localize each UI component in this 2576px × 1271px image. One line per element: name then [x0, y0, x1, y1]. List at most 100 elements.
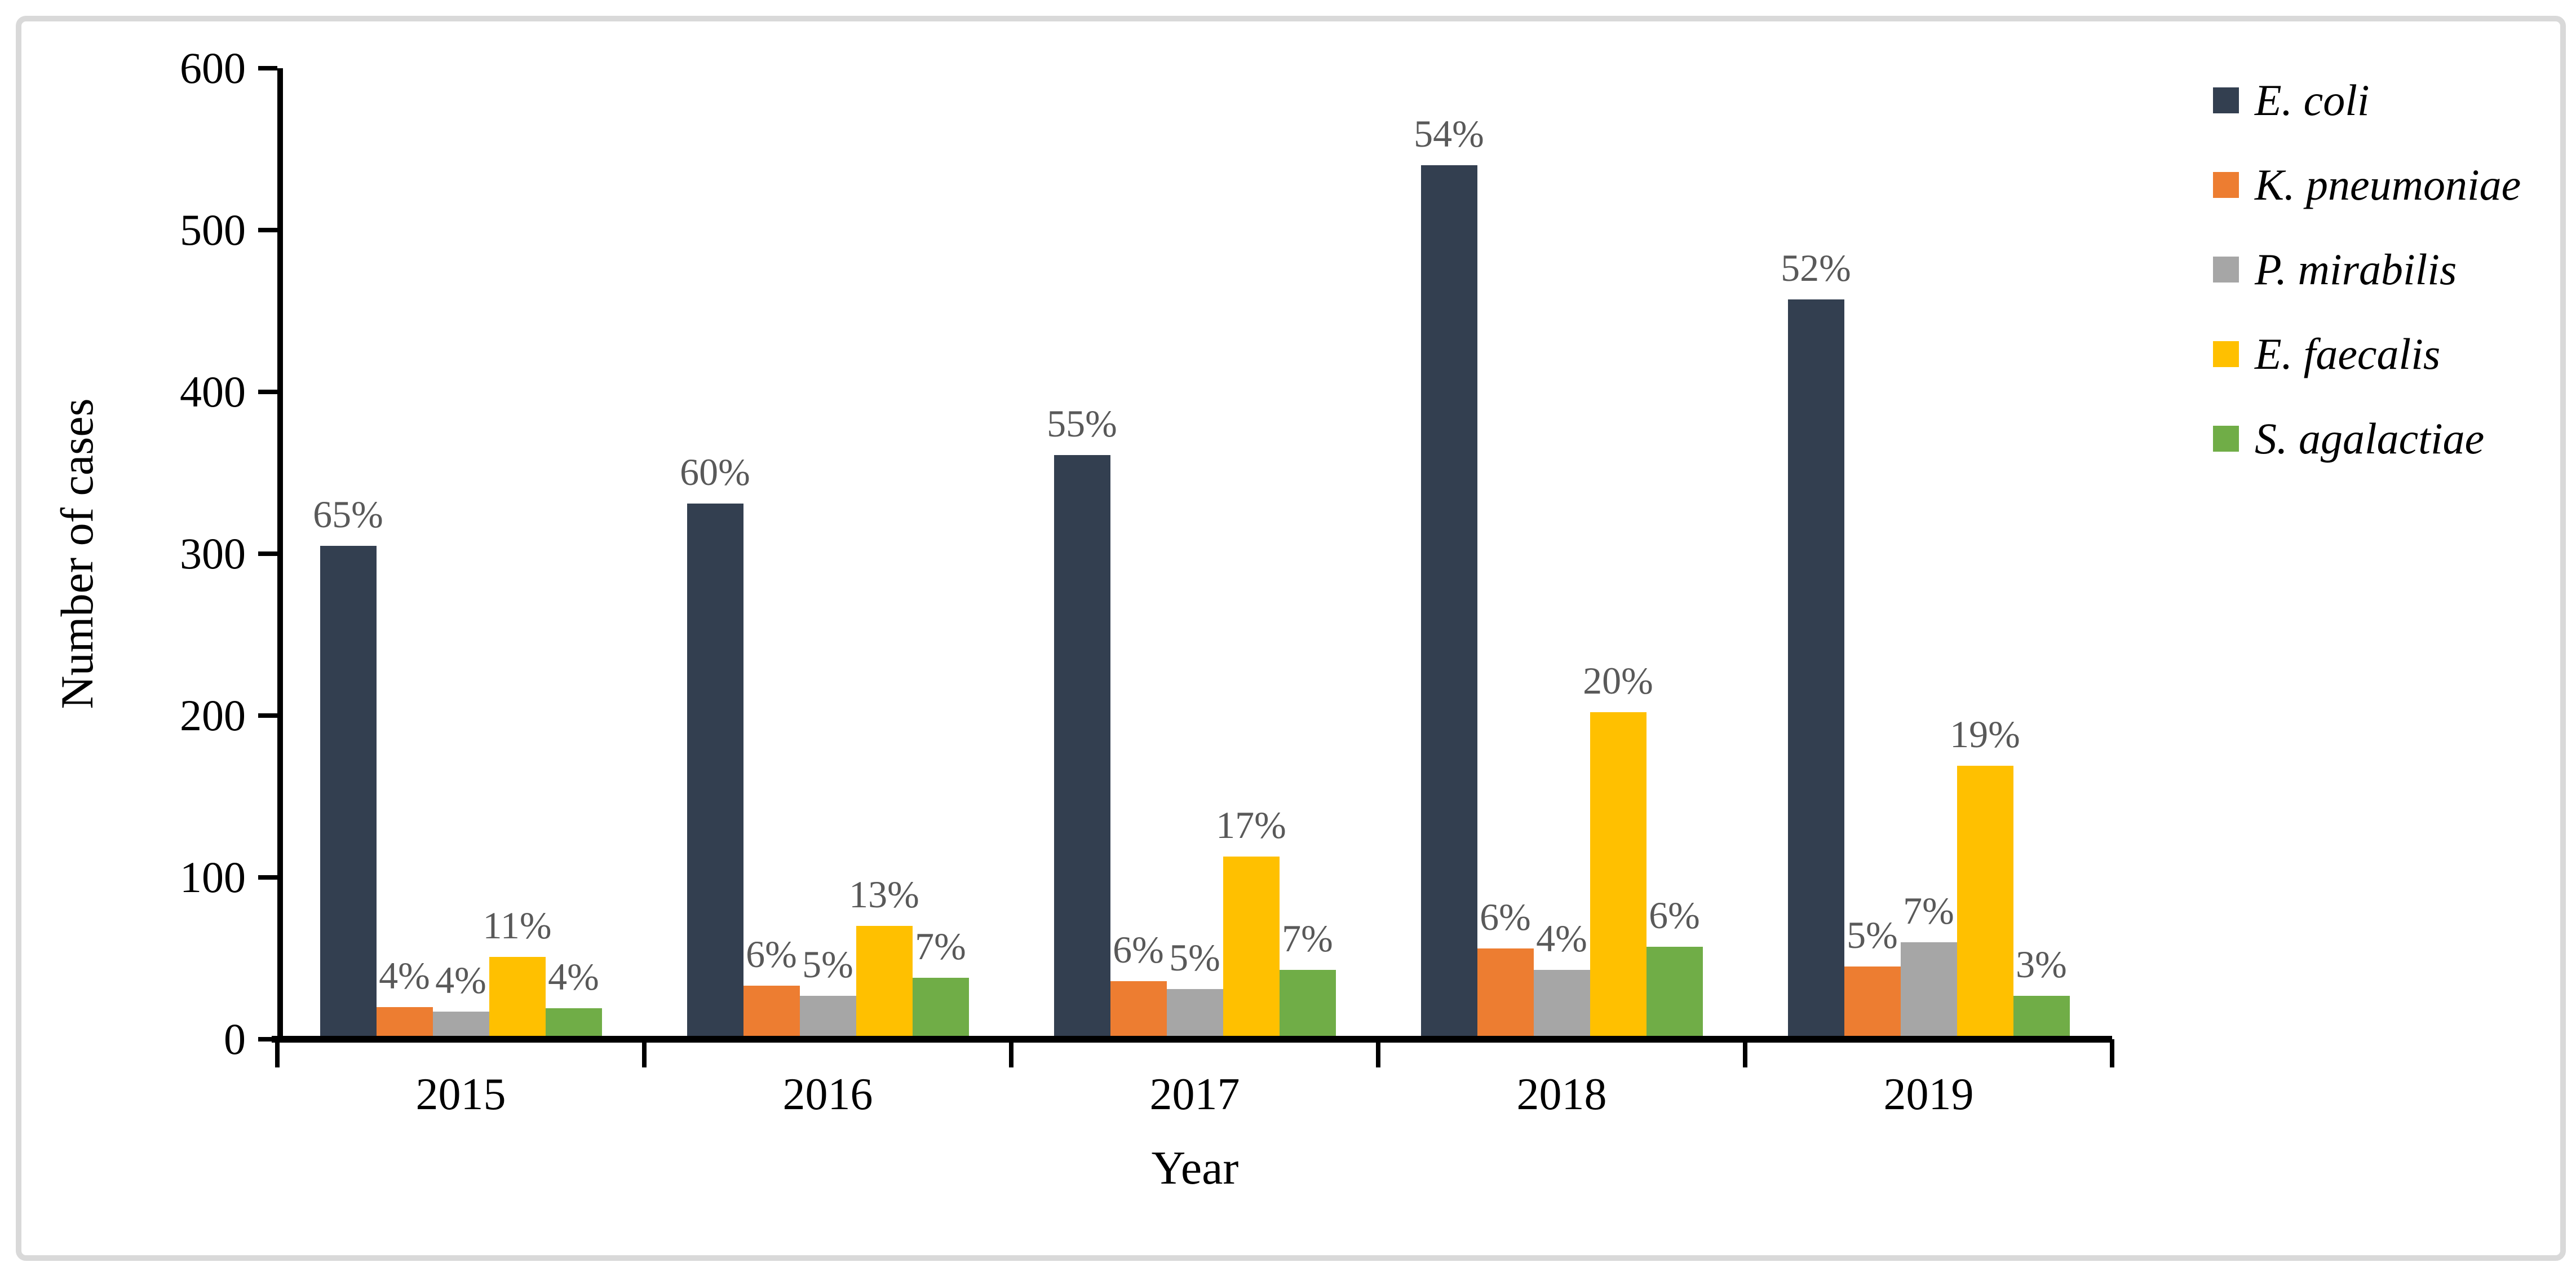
x-tick-mark [275, 1039, 280, 1067]
bar-k-pneumoniae-2017 [1110, 981, 1167, 1039]
y-tick-mark [258, 390, 277, 394]
legend-swatch-icon [2213, 426, 2239, 452]
legend-item-e-coli: E. coli [2213, 74, 2370, 126]
x-category-label-2019: 2019 [1883, 1070, 1974, 1119]
bar-e-faecalis-2017 [1223, 856, 1280, 1039]
x-tick-mark [1743, 1039, 1747, 1067]
x-axis-line [272, 1036, 2112, 1043]
bar-e-faecalis-2016 [856, 926, 913, 1039]
legend-item-label: E. coli [2255, 76, 2370, 125]
bar-data-label: 6% [746, 933, 797, 976]
bar-group-2015: 65% 4% 4% 11% 4% [277, 68, 644, 1039]
bar-e-faecalis-2015 [489, 956, 546, 1039]
bar-data-label: 6% [1649, 894, 1700, 937]
y-tick-label: 200 [180, 691, 246, 740]
plot-area: 0 100 200 300 400 500 600 65% 4% 4% 11% 4% 2015 60% 6%… [180, 46, 2114, 1117]
bar-p-mirabilis-2017 [1166, 989, 1223, 1039]
bar-p-mirabilis-2016 [799, 995, 856, 1039]
x-tick-mark [1009, 1039, 1013, 1067]
bar-data-label: 4% [1536, 916, 1587, 960]
bar-data-label: 52% [1781, 246, 1851, 290]
y-tick-mark [258, 66, 277, 70]
y-tick-label: 300 [180, 529, 246, 578]
x-tick-mark [2110, 1039, 2114, 1067]
bar-e-coli-2016 [687, 504, 743, 1039]
bar-data-label: 54% [1414, 112, 1484, 156]
x-tick-mark [642, 1039, 647, 1067]
legend-item-p-mirabilis: P. mirabilis [2213, 244, 2457, 295]
x-category-label-2015: 2015 [415, 1070, 506, 1119]
y-tick-label: 400 [180, 367, 246, 416]
legend-swatch-icon [2213, 257, 2239, 283]
bar-s-agalactiae-2019 [2013, 995, 2070, 1039]
bar-data-label: 4% [379, 954, 430, 997]
bar-data-label: 5% [1847, 913, 1898, 956]
bar-e-coli-2019 [1787, 299, 1844, 1039]
bar-group-2019: 52% 5% 7% 19% 3% [1745, 68, 2112, 1039]
legend-swatch-icon [2213, 87, 2239, 113]
legend-item-s-agalactiae: S. agalactiae [2213, 413, 2484, 465]
bar-s-agalactiae-2016 [912, 977, 969, 1039]
x-tick-mark [1376, 1039, 1380, 1067]
bar-group-2017: 55% 6% 5% 17% 7% [1011, 68, 1378, 1039]
y-tick-mark [258, 228, 277, 232]
y-tick-mark [258, 875, 277, 880]
legend-swatch-icon [2213, 341, 2239, 367]
bar-data-label: 7% [915, 924, 966, 968]
bar-data-label: 55% [1047, 401, 1117, 445]
bar-data-label: 4% [548, 955, 599, 999]
x-axis-title: Year [1151, 1142, 1239, 1194]
bar-data-label: 13% [849, 873, 919, 916]
bar-data-label: 4% [435, 959, 486, 1002]
bar-group-2016: 60% 6% 5% 13% 7% [644, 68, 1011, 1039]
bar-data-label: 6% [1480, 895, 1531, 939]
bar-e-coli-2017 [1054, 454, 1110, 1039]
bar-k-pneumoniae-2018 [1477, 948, 1534, 1039]
bar-p-mirabilis-2019 [1900, 942, 1957, 1039]
bar-data-label: 20% [1583, 659, 1653, 703]
bar-k-pneumoniae-2019 [1844, 966, 1901, 1039]
chart-border-frame [16, 16, 2566, 1261]
legend-item-label: K. pneumoniae [2255, 160, 2521, 209]
bar-data-label: 3% [2016, 942, 2067, 986]
x-category-label-2017: 2017 [1149, 1070, 1240, 1119]
y-tick-label: 100 [180, 853, 246, 902]
y-tick-label: 500 [180, 205, 246, 254]
bar-data-label: 11% [483, 903, 552, 947]
legend-item-label: E. faecalis [2255, 329, 2441, 378]
x-category-label-2016: 2016 [782, 1070, 873, 1119]
bar-k-pneumoniae-2016 [743, 986, 800, 1039]
bar-e-faecalis-2019 [1957, 765, 2013, 1039]
legend-item-label: S. agalactiae [2255, 414, 2485, 463]
bar-group-2018: 54% 6% 4% 20% 6% [1378, 68, 1745, 1039]
bar-data-label: 19% [1950, 712, 2020, 756]
bar-data-label: 60% [680, 451, 750, 494]
bar-s-agalactiae-2018 [1646, 947, 1703, 1039]
bar-e-coli-2018 [1420, 165, 1477, 1039]
bar-data-label: 6% [1113, 928, 1164, 971]
bar-data-label: 17% [1216, 803, 1286, 846]
y-tick-mark [258, 1037, 277, 1041]
bar-data-label: 65% [313, 492, 383, 536]
x-category-label-2018: 2018 [1516, 1070, 1607, 1119]
bar-data-label: 5% [802, 942, 853, 986]
bar-p-mirabilis-2015 [432, 1012, 489, 1039]
y-tick-label: 0 [224, 1014, 246, 1063]
bar-data-label: 7% [1903, 889, 1954, 932]
legend-swatch-icon [2213, 172, 2239, 198]
bar-s-agalactiae-2017 [1279, 969, 1336, 1039]
bar-s-agalactiae-2015 [545, 1008, 602, 1039]
y-tick-mark [258, 551, 277, 556]
bar-e-coli-2015 [320, 545, 377, 1039]
legend-item-e-faecalis: E. faecalis [2213, 328, 2440, 380]
bar-p-mirabilis-2018 [1533, 969, 1590, 1039]
y-tick-label: 600 [180, 43, 246, 92]
bar-k-pneumoniae-2015 [376, 1007, 433, 1039]
bar-data-label: 5% [1169, 936, 1220, 979]
y-axis-line [277, 68, 283, 1039]
bar-data-label: 7% [1282, 916, 1333, 960]
legend-item-k-pneumoniae: K. pneumoniae [2213, 159, 2521, 211]
y-tick-mark [258, 713, 277, 718]
bar-e-faecalis-2018 [1590, 712, 1646, 1039]
